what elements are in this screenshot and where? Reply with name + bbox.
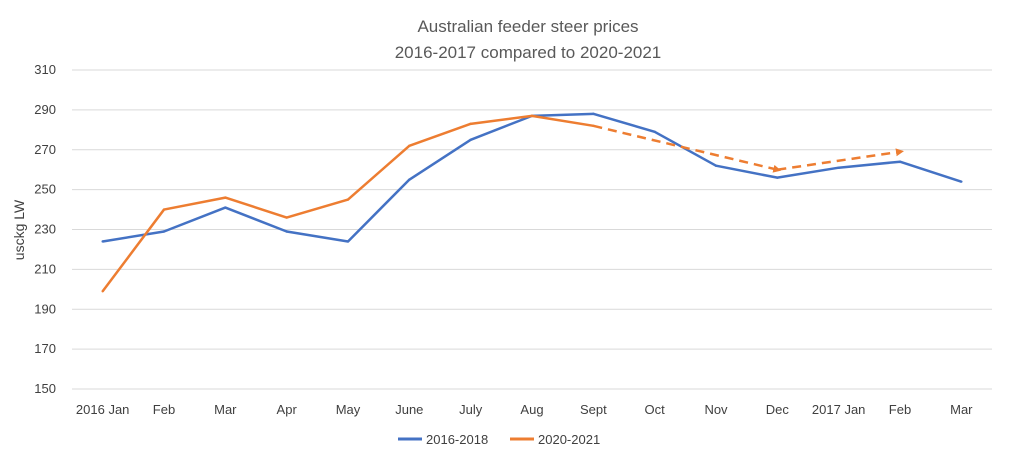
data-point [469, 138, 472, 141]
x-tick-label: Oct [645, 402, 666, 417]
x-tick-label: Mar [950, 402, 973, 417]
y-tick-label-290: 290 [34, 102, 56, 117]
data-point [530, 114, 534, 118]
y-tick-label-310: 310 [34, 62, 56, 77]
y-tick-label-230: 230 [34, 222, 56, 237]
series-line-2 [101, 114, 594, 293]
data-point [285, 230, 288, 233]
y-tick-label-210: 210 [34, 261, 56, 276]
x-tick-label: 2017 Jan [812, 402, 866, 417]
legend-label-1: 2016-2018 [426, 432, 488, 447]
x-tick-label: Aug [520, 402, 543, 417]
gridlines [72, 69, 992, 390]
x-tick-label: July [459, 402, 483, 417]
data-point [960, 180, 963, 183]
projection-arrow [777, 148, 904, 171]
x-tick-label: Sept [580, 402, 607, 417]
data-point [592, 112, 595, 116]
data-point [101, 240, 104, 243]
x-tick-label: 2016 Jan [76, 402, 130, 417]
x-tick-label: Mar [214, 402, 237, 417]
data-point [162, 208, 166, 211]
data-point [714, 164, 718, 167]
chart-title-line-2: 2016-2017 compared to 2020-2021 [395, 43, 662, 62]
data-point [346, 198, 350, 201]
data-point [408, 178, 411, 181]
chart-title-line-1: Australian feeder steer prices [417, 17, 638, 36]
series-lines [101, 112, 963, 293]
y-axis-label: usckg LW [11, 199, 27, 260]
x-tick-label: Feb [153, 402, 175, 417]
y-tick-label-170: 170 [34, 341, 56, 356]
legend: 2016-2018 2020-2021 [398, 432, 600, 447]
data-point [162, 230, 166, 233]
series-line-1 [102, 112, 962, 243]
data-point [101, 290, 104, 293]
data-point [837, 166, 840, 169]
x-tick-label: May [336, 402, 361, 417]
data-point [346, 240, 350, 243]
legend-label-2: 2020-2021 [538, 432, 600, 447]
data-point [224, 196, 227, 199]
y-tick-label-190: 190 [34, 301, 56, 316]
y-tick-labels: 150 170 190 210 230 250 270 290 310 [34, 62, 56, 396]
y-tick-label-250: 250 [34, 182, 56, 197]
x-tick-label: Nov [704, 402, 728, 417]
data-point [285, 216, 288, 219]
data-point [408, 144, 411, 147]
x-tick-labels: 2016 Jan Feb Mar Apr May June July Aug Sept Oct No… [76, 402, 973, 417]
data-point [653, 130, 656, 134]
data-point [776, 176, 779, 179]
x-tick-label: June [395, 402, 423, 417]
x-tick-label: Dec [766, 402, 790, 417]
x-tick-label: Feb [889, 402, 911, 417]
y-tick-label-150: 150 [34, 381, 56, 396]
data-point [898, 160, 902, 163]
projection-arrow [593, 124, 782, 173]
y-tick-label-270: 270 [34, 142, 56, 157]
data-point [224, 206, 227, 209]
data-point [469, 122, 472, 126]
x-tick-label: Apr [277, 402, 298, 417]
